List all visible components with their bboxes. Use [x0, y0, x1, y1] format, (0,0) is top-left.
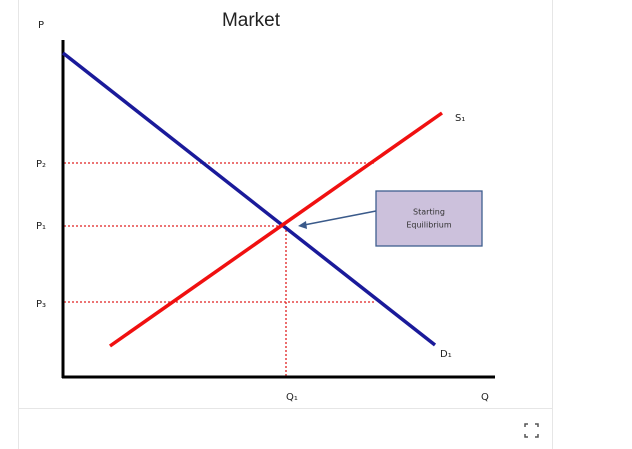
annotation-box	[375, 190, 483, 247]
price-label: P₂	[36, 159, 46, 170]
demand-label: D₁	[440, 349, 452, 360]
guides	[64, 162, 375, 376]
chart-title: Market	[222, 10, 281, 31]
arrow-head	[298, 221, 307, 229]
annotation-text: Equilibrium	[406, 221, 452, 230]
fullscreen-button[interactable]	[524, 423, 539, 438]
demand-curve	[61, 51, 437, 347]
supply-label: S₁	[455, 113, 465, 124]
supply-curve	[108, 111, 444, 348]
price-label: P₁	[36, 221, 46, 232]
x-axis-label: Q	[481, 392, 489, 403]
annotation-arrow	[303, 210, 377, 226]
price-label: P₃	[36, 299, 46, 310]
annotation-text: Starting	[413, 208, 445, 217]
y-axis-label: P	[38, 20, 44, 31]
quantity-label: Q₁	[286, 392, 298, 403]
